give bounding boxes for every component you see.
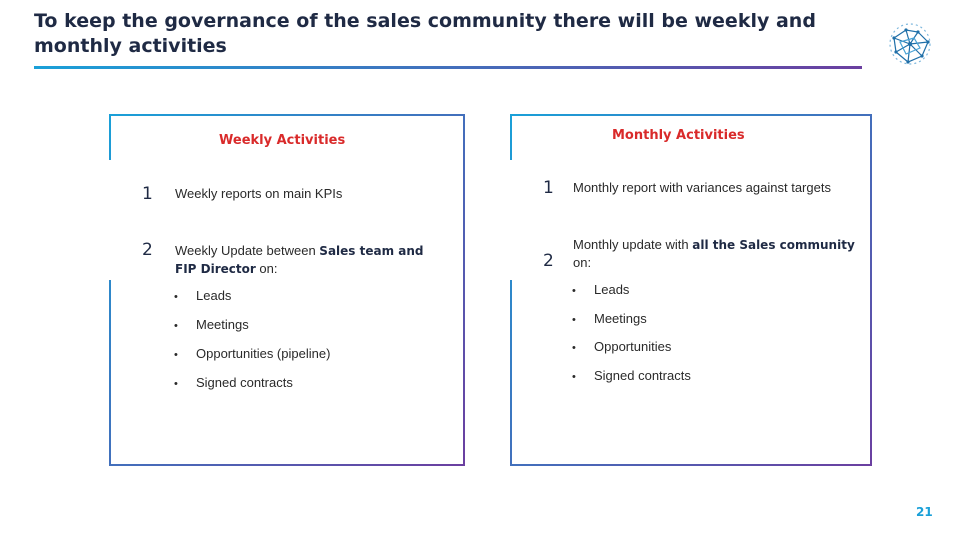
weekly-bullet-opportunities: • Opportunities (pipeline) (174, 346, 331, 361)
weekly-item-1-number: 1 (142, 184, 153, 204)
monthly-bullet-leads: • Leads (572, 282, 630, 297)
weekly-bullet-signed-contracts: • Signed contracts (174, 375, 293, 390)
page-number: 21 (916, 505, 933, 519)
weekly-bullet-meetings: • Meetings (174, 317, 249, 332)
monthly-item-1-number: 1 (543, 178, 554, 198)
slide-title: To keep the governance of the sales comm… (34, 10, 816, 57)
monthly-item-2-text: Monthly update with all the Sales commun… (573, 237, 855, 270)
weekly-item-2-number: 2 (142, 240, 153, 260)
monthly-item-2-number: 2 (543, 251, 554, 271)
network-sphere-icon (889, 23, 931, 65)
monthly-activities-panel (510, 114, 872, 466)
weekly-item-1-text: Weekly reports on main KPIs (175, 186, 343, 201)
weekly-heading: Weekly Activities (219, 133, 346, 148)
monthly-bullet-signed-contracts: • Signed contracts (572, 368, 691, 383)
monthly-bullet-opportunities: • Opportunities (572, 339, 672, 354)
monthly-item-1-text: Monthly report with variances against ta… (573, 180, 831, 195)
weekly-bullet-leads: • Leads (174, 288, 232, 303)
monthly-heading: Monthly Activities (612, 128, 745, 143)
weekly-item-2-text: Weekly Update between Sales team and FIP… (175, 243, 424, 276)
title-underline (34, 66, 862, 69)
weekly-activities-panel (109, 114, 465, 466)
monthly-bullet-meetings: • Meetings (572, 311, 647, 326)
